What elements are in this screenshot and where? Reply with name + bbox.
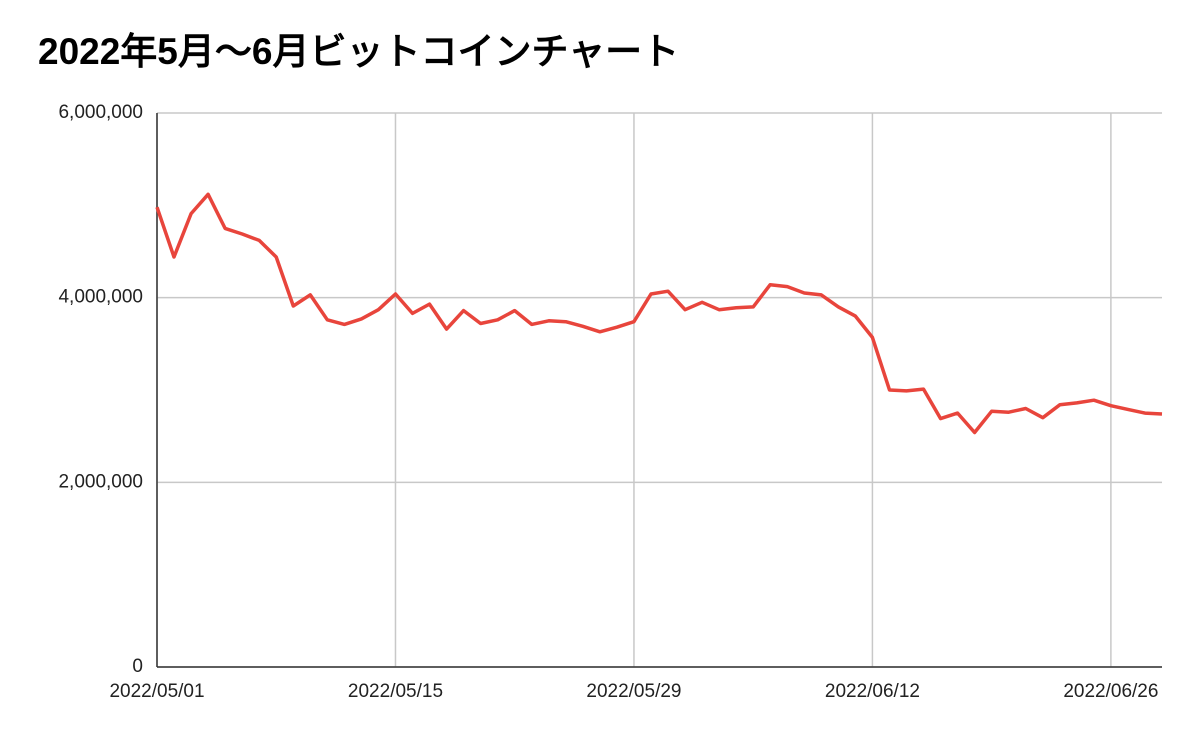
x-tick-label: 2022/05/29 <box>586 681 681 702</box>
y-tick-label: 6,000,000 <box>58 102 143 123</box>
x-tick-label: 2022/05/01 <box>109 681 204 702</box>
y-tick-label: 0 <box>132 656 143 677</box>
x-tick-label: 2022/05/15 <box>348 681 443 702</box>
y-tick-label: 2,000,000 <box>58 471 143 492</box>
line-series <box>155 192 1163 435</box>
y-tick-label: 4,000,000 <box>58 287 143 308</box>
chart-title: 2022年5月〜6月ビットコインチャート <box>38 31 679 72</box>
x-tick-label: 2022/06/26 <box>1063 681 1158 702</box>
x-tick-label: 2022/06/12 <box>825 681 920 702</box>
